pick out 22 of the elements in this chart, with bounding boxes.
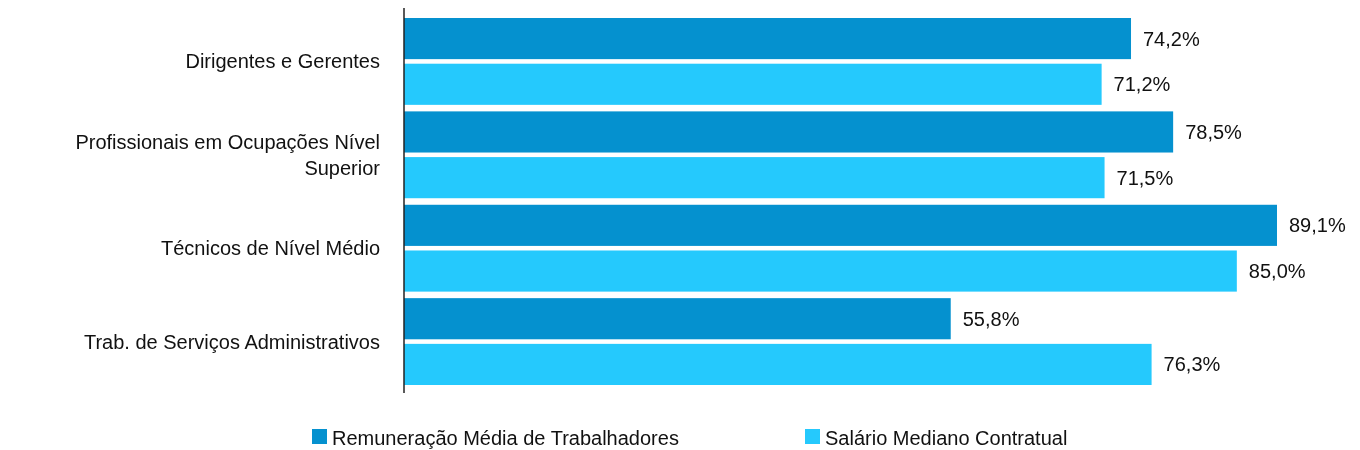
y-tick-label: Técnicos de Nível Médio xyxy=(161,237,380,260)
y-tick-label: Trab. de Serviços Administrativos xyxy=(83,330,380,353)
data-label: 55,8% xyxy=(962,307,1020,330)
data-label: 85,0% xyxy=(1248,260,1306,283)
bar xyxy=(404,343,1152,385)
bar xyxy=(404,111,1174,153)
data-label: 78,5% xyxy=(1185,120,1243,143)
bar xyxy=(404,204,1277,246)
data-label: 74,2% xyxy=(1143,27,1200,50)
legend-label: Salário Mediano Contratual xyxy=(825,427,1068,449)
data-label: 71,5% xyxy=(1116,166,1174,189)
y-tick-label: Dirigentes e Gerentes xyxy=(185,50,380,73)
bar xyxy=(404,157,1105,199)
bar xyxy=(404,63,1102,105)
bar xyxy=(404,250,1237,292)
data-label: 76,3% xyxy=(1163,353,1221,376)
bar xyxy=(404,298,951,340)
bar xyxy=(404,18,1132,60)
data-label: 89,1% xyxy=(1289,214,1346,237)
data-label: 71,2% xyxy=(1113,73,1171,96)
legend-label: Remuneração Média de Trabalhadores xyxy=(332,427,679,449)
y-tick-label: Profissionais em Ocupações Nível Superior xyxy=(75,130,381,179)
